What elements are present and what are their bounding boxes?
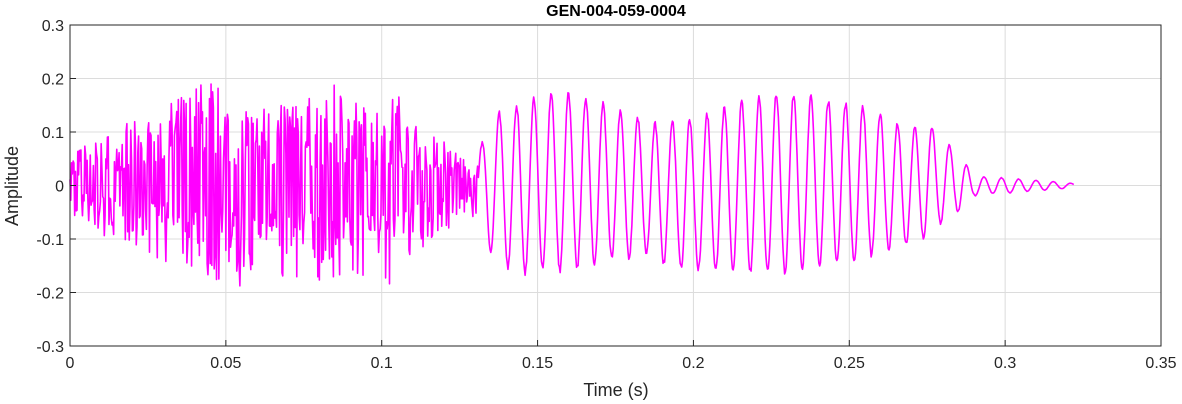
chart-title: GEN-004-059-0004 — [546, 3, 686, 20]
plot-area — [69, 83, 1075, 287]
x-tick-label: 0.35 — [1145, 355, 1176, 372]
series-line — [69, 83, 1075, 287]
y-tick-label: -0.1 — [36, 232, 64, 249]
x-tick-label: 0.3 — [994, 355, 1016, 372]
x-axis-label: Time (s) — [583, 380, 648, 400]
x-axis: 0 0.05 0.1 0.15 0.2 0.25 0.3 0.35 — [66, 340, 1177, 372]
y-axis-label: Amplitude — [2, 146, 22, 226]
y-axis: -0.3 -0.2 -0.1 0 0.1 0.2 0.3 — [36, 18, 76, 356]
y-tick-label: 0 — [55, 179, 64, 196]
x-tick-label: 0.2 — [682, 355, 704, 372]
x-tick-label: 0.25 — [834, 355, 865, 372]
y-tick-label: 0.2 — [42, 72, 64, 89]
x-tick-label: 0.05 — [210, 355, 241, 372]
y-tick-label: 0.3 — [42, 18, 64, 35]
y-tick-label: -0.2 — [36, 286, 64, 303]
y-tick-label: 0.1 — [42, 125, 64, 142]
x-tick-label: 0 — [66, 355, 75, 372]
y-tick-label: -0.3 — [36, 339, 64, 356]
x-tick-label: 0.15 — [522, 355, 553, 372]
x-tick-label: 0.1 — [371, 355, 393, 372]
